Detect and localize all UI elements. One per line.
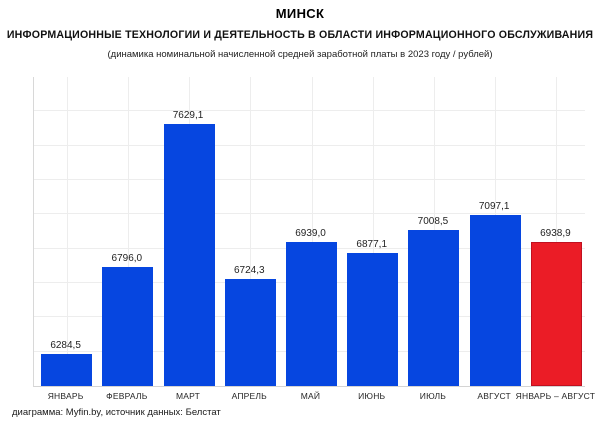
bar — [347, 252, 399, 386]
x-axis-category-label: ИЮЛЬ — [419, 391, 447, 401]
bar-value-label: 6938,9 — [540, 227, 571, 239]
bar-value-label: 7097,1 — [478, 200, 510, 212]
horizontal-gridline — [34, 213, 585, 215]
chart-title: МИНСК — [275, 6, 325, 21]
bar-value-label: 6284,5 — [50, 340, 81, 352]
bar — [286, 241, 337, 386]
bar-value-label: 6796,0 — [111, 252, 143, 264]
vertical-gridline — [127, 77, 129, 386]
vertical-gridline — [556, 77, 558, 386]
x-axis-category-label: МАРТ — [176, 391, 201, 401]
bar-value-label: 6939,0 — [295, 227, 326, 239]
bar-total-highlight — [530, 242, 582, 386]
horizontal-gridline — [34, 110, 585, 112]
x-axis-category-label: ЯНВАРЬ — [47, 391, 84, 401]
vertical-gridline — [250, 77, 252, 386]
bar — [41, 354, 93, 386]
x-axis-category-label: ФЕВРАЛЬ — [106, 391, 148, 401]
bar — [102, 266, 154, 386]
chart-subtitle: ИНФОРМАЦИОННЫЕ ТЕХНОЛОГИИ И ДЕЯТЕЛЬНОСТЬ… — [6, 29, 594, 41]
x-axis-category-label: ЯНВАРЬ – АВГУСТ — [515, 391, 596, 401]
bar — [469, 214, 521, 386]
source-credit: диаграмма: Myfin.by, источник данных: Бе… — [12, 407, 221, 418]
plot-area — [33, 77, 585, 387]
bar — [163, 123, 215, 386]
x-axis-category-label: АПРЕЛЬ — [231, 391, 267, 401]
vertical-gridline — [66, 77, 68, 386]
x-axis-category-label: ИЮНЬ — [358, 391, 386, 401]
bar-value-label: 6877,1 — [356, 238, 388, 250]
vertical-gridline — [372, 77, 374, 386]
horizontal-gridline — [34, 144, 585, 146]
chart-note: (динамика номинальной начисленной средне… — [107, 49, 493, 60]
bar — [224, 278, 276, 386]
horizontal-gridline — [34, 179, 585, 180]
x-axis-category-label: АВГУСТ — [477, 391, 511, 401]
bar-value-label: 7008,5 — [417, 216, 449, 228]
bar-value-label: 6724,3 — [233, 264, 265, 276]
x-axis-category-label: МАЙ — [300, 391, 321, 401]
vertical-gridline — [311, 77, 313, 386]
bar — [408, 230, 460, 386]
bar-value-label: 7629,1 — [172, 109, 204, 121]
